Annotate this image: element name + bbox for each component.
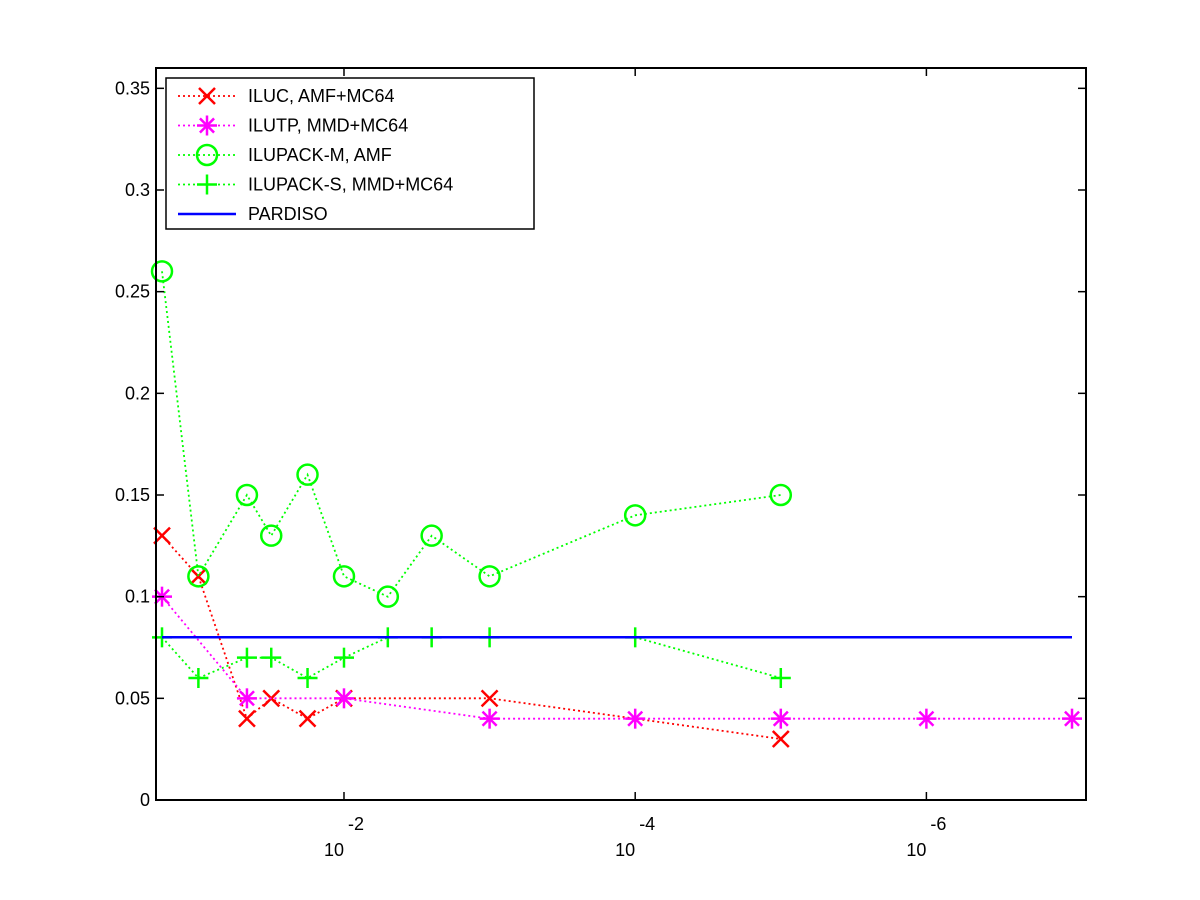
x-marker-stroke [238,709,256,728]
legend-marker [197,174,217,195]
data-point [261,647,282,668]
data-point [236,688,257,709]
data-point [1062,708,1082,729]
legend-box [165,77,535,230]
data-point [769,483,793,507]
data-point [480,689,499,708]
data-point [623,504,647,527]
data-point [333,647,354,668]
x-tick-label-base: 10 [615,840,635,860]
legend-label: ILUPACK-M, AMF [248,145,392,165]
x-tick-label-exponent: -4 [639,814,655,834]
data-point [188,668,209,688]
data-point [235,483,259,507]
legend-item: ILUTP, MMD+MC64 [178,115,408,136]
data-point [376,585,400,608]
data-point [770,708,791,729]
data-point [479,708,500,729]
data-point [333,688,354,709]
x-marker-stroke [771,730,790,748]
data-point [916,708,937,729]
data-point [297,668,318,688]
y-tick-label: 0.25 [115,282,150,302]
asterisk-marker-stroke [336,690,352,707]
y-tick-label: 0.15 [115,485,150,505]
asterisk-marker-stroke [481,710,498,727]
data-point [332,565,356,588]
data-point [771,730,790,748]
legend-item: ILUC, AMF+MC64 [178,86,395,106]
data-point [625,708,646,729]
data-point [189,567,208,586]
x-tick-label-exponent: -6 [930,814,946,834]
x-tick-label-base: 10 [324,840,344,860]
data-point [420,524,443,547]
data-point [150,260,174,283]
asterisk-marker-stroke [1064,710,1080,727]
y-tick-label: 0.2 [125,383,150,403]
y-tick-label: 0.1 [125,587,150,607]
x-tick-label-exponent: -2 [348,814,364,834]
plot-frame [155,67,1087,801]
legend-label: ILUTP, MMD+MC64 [248,116,408,136]
x-tick-label-base: 10 [906,840,926,860]
y-tick-label: 0.35 [115,78,150,98]
asterisk-marker-stroke [199,117,215,134]
series-line [161,271,781,598]
data-point [298,709,317,728]
data-point [236,647,257,668]
x-marker-stroke [298,709,317,728]
legend: ILUC, AMF+MC64 ILUTP, MMD+MC64 ILUPACK-M, … [165,77,535,230]
legend-marker [197,115,217,136]
asterisk-marker-stroke [238,690,255,707]
legend-marker [198,87,216,105]
legend-item: ILUPACK-S, MMD+MC64 [178,174,453,195]
x-marker-stroke [480,689,499,708]
legend-marker [195,143,219,167]
x-marker-stroke [189,567,208,586]
series-2 [150,260,793,608]
data-point [770,668,791,688]
y-tick-label: 0.3 [125,180,150,200]
y-tick-label: 0 [140,790,150,810]
data-point [296,463,319,486]
y-tick-label: 0.05 [115,688,150,708]
data-point [478,565,501,588]
legend-item: PARDISO [178,204,328,224]
asterisk-marker-stroke [772,710,789,727]
legend-label: ILUPACK-S, MMD+MC64 [248,175,453,195]
data-point [187,565,210,588]
legend-item: ILUPACK-M, AMF [178,143,392,167]
data-point [259,524,283,547]
x-marker-stroke [198,87,216,105]
asterisk-marker-stroke [918,710,935,727]
legend-label: ILUC, AMF+MC64 [248,86,395,106]
legend-label: PARDISO [248,204,328,224]
data-point [238,709,256,728]
series-line [161,535,781,740]
asterisk-marker-stroke [627,710,644,727]
